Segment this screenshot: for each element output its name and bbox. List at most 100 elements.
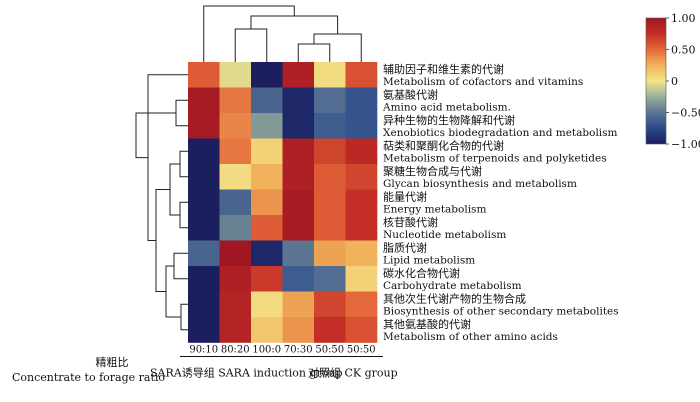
heatmap-cell <box>188 317 220 343</box>
color-scale-tick-label: −1.00 <box>671 138 700 151</box>
heatmap-cell <box>251 113 283 139</box>
heatmap-cell <box>314 291 346 318</box>
heatmap-cell <box>314 87 346 114</box>
heatmap-cell <box>314 266 346 292</box>
row-label-en: Carbohydrate metabolism <box>383 280 522 292</box>
heatmap-cell <box>219 189 252 216</box>
heatmap-cell <box>345 164 378 190</box>
row-label-zh: 异种生物的生物降解和代谢 <box>383 113 515 127</box>
heatmap-cells <box>188 62 378 343</box>
heatmap-cell <box>314 164 346 190</box>
heatmap-cell <box>188 240 220 267</box>
heatmap-cell <box>282 189 315 216</box>
heatmap-cell <box>282 266 315 292</box>
dendrogram-link <box>203 5 295 62</box>
heatmap-cell <box>282 87 315 114</box>
color-scale-tick-label: −0.50 <box>671 107 700 120</box>
heatmap-cell <box>219 215 252 241</box>
heatmap-cell <box>282 113 315 139</box>
heatmap-cell <box>251 189 283 216</box>
row-label-zh: 氨基酸代谢 <box>383 88 438 102</box>
heatmap-cell <box>345 113 378 139</box>
column-dendrogram <box>203 5 362 62</box>
dendrogram-link <box>180 303 188 331</box>
row-label-zh: 聚糖生物合成与代谢 <box>383 164 482 178</box>
heatmap-cell <box>345 138 378 165</box>
heatmap-cell <box>345 62 378 88</box>
dendrogram-link <box>169 163 180 216</box>
row-label-en: Metabolism of terpenoids and polyketides <box>383 153 607 165</box>
heatmap-cell <box>282 138 315 165</box>
row-label-zh: 核苷酸代谢 <box>383 215 438 229</box>
row-label-zh: 能量代谢 <box>383 190 427 204</box>
dendrogram-link <box>250 15 339 34</box>
row-label-zh: 其他次生代谢产物的生物合成 <box>383 292 526 306</box>
heatmap-cell <box>314 138 346 165</box>
heatmap-cell <box>188 62 220 88</box>
row-label-en: Energy metabolism <box>383 204 486 216</box>
heatmap-cell <box>314 113 346 139</box>
group-label: SARA诱导组 SARA induction group <box>150 366 342 380</box>
row-label-zh: 脂质代谢 <box>383 241 427 255</box>
dendrogram-link <box>234 28 268 62</box>
heatmap-cell <box>282 291 315 318</box>
row-label-en: Glycan biosynthesis and metabolism <box>383 178 577 190</box>
dendrogram-link <box>175 99 188 127</box>
group-label: 对照组 CK group <box>308 366 398 380</box>
row-dendrogram <box>135 74 188 331</box>
heatmap-cell <box>251 164 283 190</box>
color-scale-tick-label: 0 <box>671 75 678 88</box>
dendrogram-link <box>179 201 188 229</box>
heatmap-cell <box>188 138 220 165</box>
color-scale-bar <box>645 17 667 145</box>
heatmap-cell <box>345 240 378 267</box>
row-label-en: Xenobiotics biodegradation and metabolis… <box>383 127 618 139</box>
x-tick-label: 100:0 <box>252 345 281 356</box>
heatmap-cell <box>314 189 346 216</box>
heatmap-cell <box>219 138 252 165</box>
row-label-en: Nucleotide metabolism <box>383 229 506 241</box>
heatmap-cell <box>282 317 315 343</box>
heatmap-cell <box>219 164 252 190</box>
heatmap-cell <box>188 189 220 216</box>
x-axis-label-en: Concentrate to forage ratio <box>12 371 165 384</box>
heatmap-cell <box>251 291 283 318</box>
heatmap-cell <box>251 87 283 114</box>
color-scale: 1.00 0.50 0 −0.50 −1.00 <box>645 12 700 151</box>
x-tick-label: 80:20 <box>221 345 250 356</box>
heatmap-cell <box>219 113 252 139</box>
heatmap-cell <box>282 215 315 241</box>
color-scale-tick-label: 1.00 <box>671 12 696 25</box>
heatmap-cell <box>188 113 220 139</box>
heatmap-cell <box>345 317 378 343</box>
heatmap-cell <box>188 87 220 114</box>
x-axis-label-zh: 精粗比 <box>96 356 129 369</box>
heatmap-cell <box>345 87 378 114</box>
heatmap-cell <box>188 291 220 318</box>
heatmap-cell <box>219 240 252 267</box>
row-label-en: Amino acid metabolism. <box>382 102 511 114</box>
heatmap-cell <box>219 62 252 88</box>
dendrogram-link <box>179 150 188 178</box>
dendrogram-link <box>155 189 170 292</box>
heatmap-cell <box>219 317 252 343</box>
heatmap-cell <box>345 215 378 241</box>
heatmap-cell <box>251 317 283 343</box>
heatmap-cell <box>251 240 283 267</box>
heatmap-cell <box>314 215 346 241</box>
heatmap-cell <box>251 266 283 292</box>
row-label-zh: 其他氨基酸的代谢 <box>383 317 471 331</box>
dendrogram-link <box>297 43 331 62</box>
row-label-zh: 碳水化合物代谢 <box>383 266 460 280</box>
dendrogram-link <box>135 112 176 159</box>
row-label-en: Biosynthesis of other secondary metaboli… <box>383 306 619 318</box>
heatmap-cell <box>345 189 378 216</box>
x-tick-label: 90:10 <box>189 345 218 356</box>
x-tick-label: 50:50 <box>347 345 376 356</box>
color-scale-tick-label: 0.50 <box>671 44 696 57</box>
dendrogram-link <box>173 252 188 280</box>
heatmap-cell <box>219 291 252 318</box>
